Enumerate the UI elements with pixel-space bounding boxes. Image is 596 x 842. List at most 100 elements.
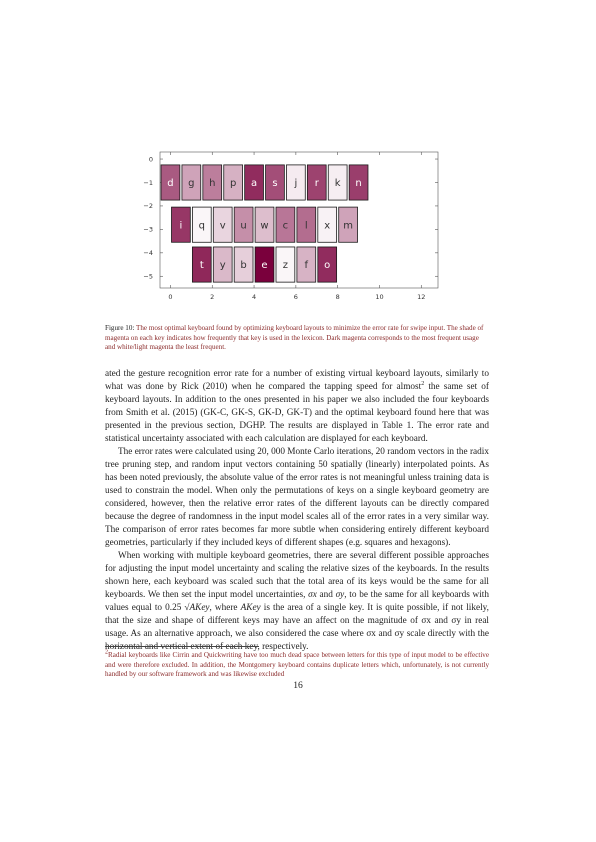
sqrt-akey: √AKey	[184, 603, 210, 613]
key-m: m	[338, 206, 358, 243]
key-rect	[254, 206, 275, 243]
key-label: e	[261, 260, 267, 271]
key-rect	[338, 206, 358, 243]
key-label: o	[324, 260, 330, 271]
y-tick-label: −4	[143, 249, 153, 257]
p1-text-c: the same set of keyboard layouts. In add…	[105, 382, 489, 418]
key-b: b	[233, 246, 254, 283]
citation-smith[interactable]: Smith et al. (2015)	[125, 408, 198, 418]
akey: AKey	[240, 603, 261, 613]
key-rect	[233, 246, 254, 283]
key-u: u	[233, 206, 254, 243]
key-label: t	[200, 260, 204, 271]
key-rect	[275, 246, 296, 283]
key-rect	[171, 206, 191, 243]
key-label: i	[180, 220, 183, 231]
key-rect	[306, 164, 327, 201]
key-a: a	[244, 164, 264, 201]
key-w: w	[254, 206, 275, 243]
key-v: v	[212, 206, 233, 243]
p3-text-d: is the area of a single key. It is quite…	[105, 603, 489, 652]
y-tick-label: 0	[149, 155, 153, 163]
key-label: c	[283, 220, 289, 231]
key-label: n	[355, 178, 361, 189]
key-label: a	[251, 178, 257, 189]
y-tick-label: −3	[143, 226, 153, 234]
key-rect	[233, 206, 254, 243]
key-q: q	[191, 206, 212, 243]
paragraph-1: ated the gesture recognition error rate …	[105, 368, 489, 446]
y-tick-label: −5	[143, 273, 153, 281]
key-rect	[327, 164, 348, 201]
key-label: v	[220, 220, 226, 231]
y-tick-label: −2	[143, 202, 153, 210]
key-s: s	[265, 164, 285, 201]
p1-text-a: ated the gesture recognition error rate …	[105, 369, 489, 392]
key-i: i	[171, 206, 191, 243]
keyboard-figure: 0 2 4 6 8 10 12 0 −1 −2 −3 −4 −5 d g h p a s j r k n i q v u w c l x m t…	[140, 148, 440, 318]
citation-rick[interactable]: Rick (2010)	[181, 382, 228, 392]
footnote-number: 2	[105, 649, 108, 656]
key-label: f	[305, 260, 309, 271]
y-tick-label: −1	[143, 179, 153, 187]
key-label: b	[240, 260, 246, 271]
key-n: n	[348, 164, 369, 201]
key-rect	[181, 164, 202, 201]
key-rect	[212, 246, 233, 283]
key-label: y	[220, 260, 226, 271]
figure-caption: Figure 10: The most optimal keyboard fou…	[105, 324, 489, 353]
caption-text: The most optimal keyboard found by optim…	[105, 324, 484, 352]
footnote-divider	[105, 646, 259, 647]
key-label: s	[272, 178, 277, 189]
key-r: r	[306, 164, 327, 201]
footnote-ref[interactable]: 2	[421, 380, 425, 387]
key-z: z	[275, 246, 296, 283]
footnote-text: Radial keyboards like Cirrin and Quickwr…	[105, 651, 489, 679]
plot-frame	[159, 151, 439, 289]
key-rect	[223, 164, 243, 201]
sigma-x: σx	[308, 590, 317, 600]
x-tick-label: 4	[252, 293, 256, 301]
x-tick-label: 6	[294, 293, 298, 301]
key-rect	[202, 164, 223, 201]
key-label: w	[260, 220, 268, 231]
key-f: f	[296, 246, 317, 283]
key-rect	[191, 206, 212, 243]
key-p: p	[223, 164, 243, 201]
page-number: 16	[293, 680, 303, 691]
key-rect	[160, 164, 181, 201]
sigma-y: σy	[335, 590, 345, 600]
p3-text-a: When working with multiple keyboard geom…	[105, 551, 489, 600]
key-o: o	[317, 246, 338, 283]
key-rect	[296, 206, 317, 243]
key-c: c	[275, 206, 296, 243]
key-label: m	[343, 220, 353, 231]
key-rect	[317, 206, 338, 243]
key-d: d	[160, 164, 181, 201]
key-x: x	[317, 206, 338, 243]
key-rect	[265, 164, 285, 201]
key-j: j	[286, 164, 306, 201]
key-label: x	[324, 220, 330, 231]
key-label: d	[167, 178, 173, 189]
key-e: e	[254, 246, 275, 283]
key-rect	[275, 206, 296, 243]
x-tick-label: 2	[210, 293, 214, 301]
p1-text-d: (GK-C, GK-S, GK-D, GK-T) and the optimal…	[105, 408, 490, 444]
key-y: y	[212, 246, 233, 283]
key-label: j	[293, 178, 297, 189]
key-rect	[348, 164, 369, 201]
key-l: l	[296, 206, 317, 243]
key-label: q	[199, 220, 205, 231]
key-rect	[254, 246, 275, 283]
key-label: p	[230, 178, 236, 189]
key-rect	[244, 164, 264, 201]
key-rect	[212, 206, 233, 243]
paragraph-2: The error rates were calculated using 20…	[105, 447, 489, 548]
key-label: z	[283, 260, 288, 271]
body-text: ated the gesture recognition error rate …	[105, 368, 489, 654]
key-rect	[317, 246, 338, 283]
x-tick-label: 8	[336, 293, 340, 301]
p3-and: and	[316, 590, 336, 600]
p3-text-b: , to be the same for all keyboards with …	[105, 590, 489, 613]
